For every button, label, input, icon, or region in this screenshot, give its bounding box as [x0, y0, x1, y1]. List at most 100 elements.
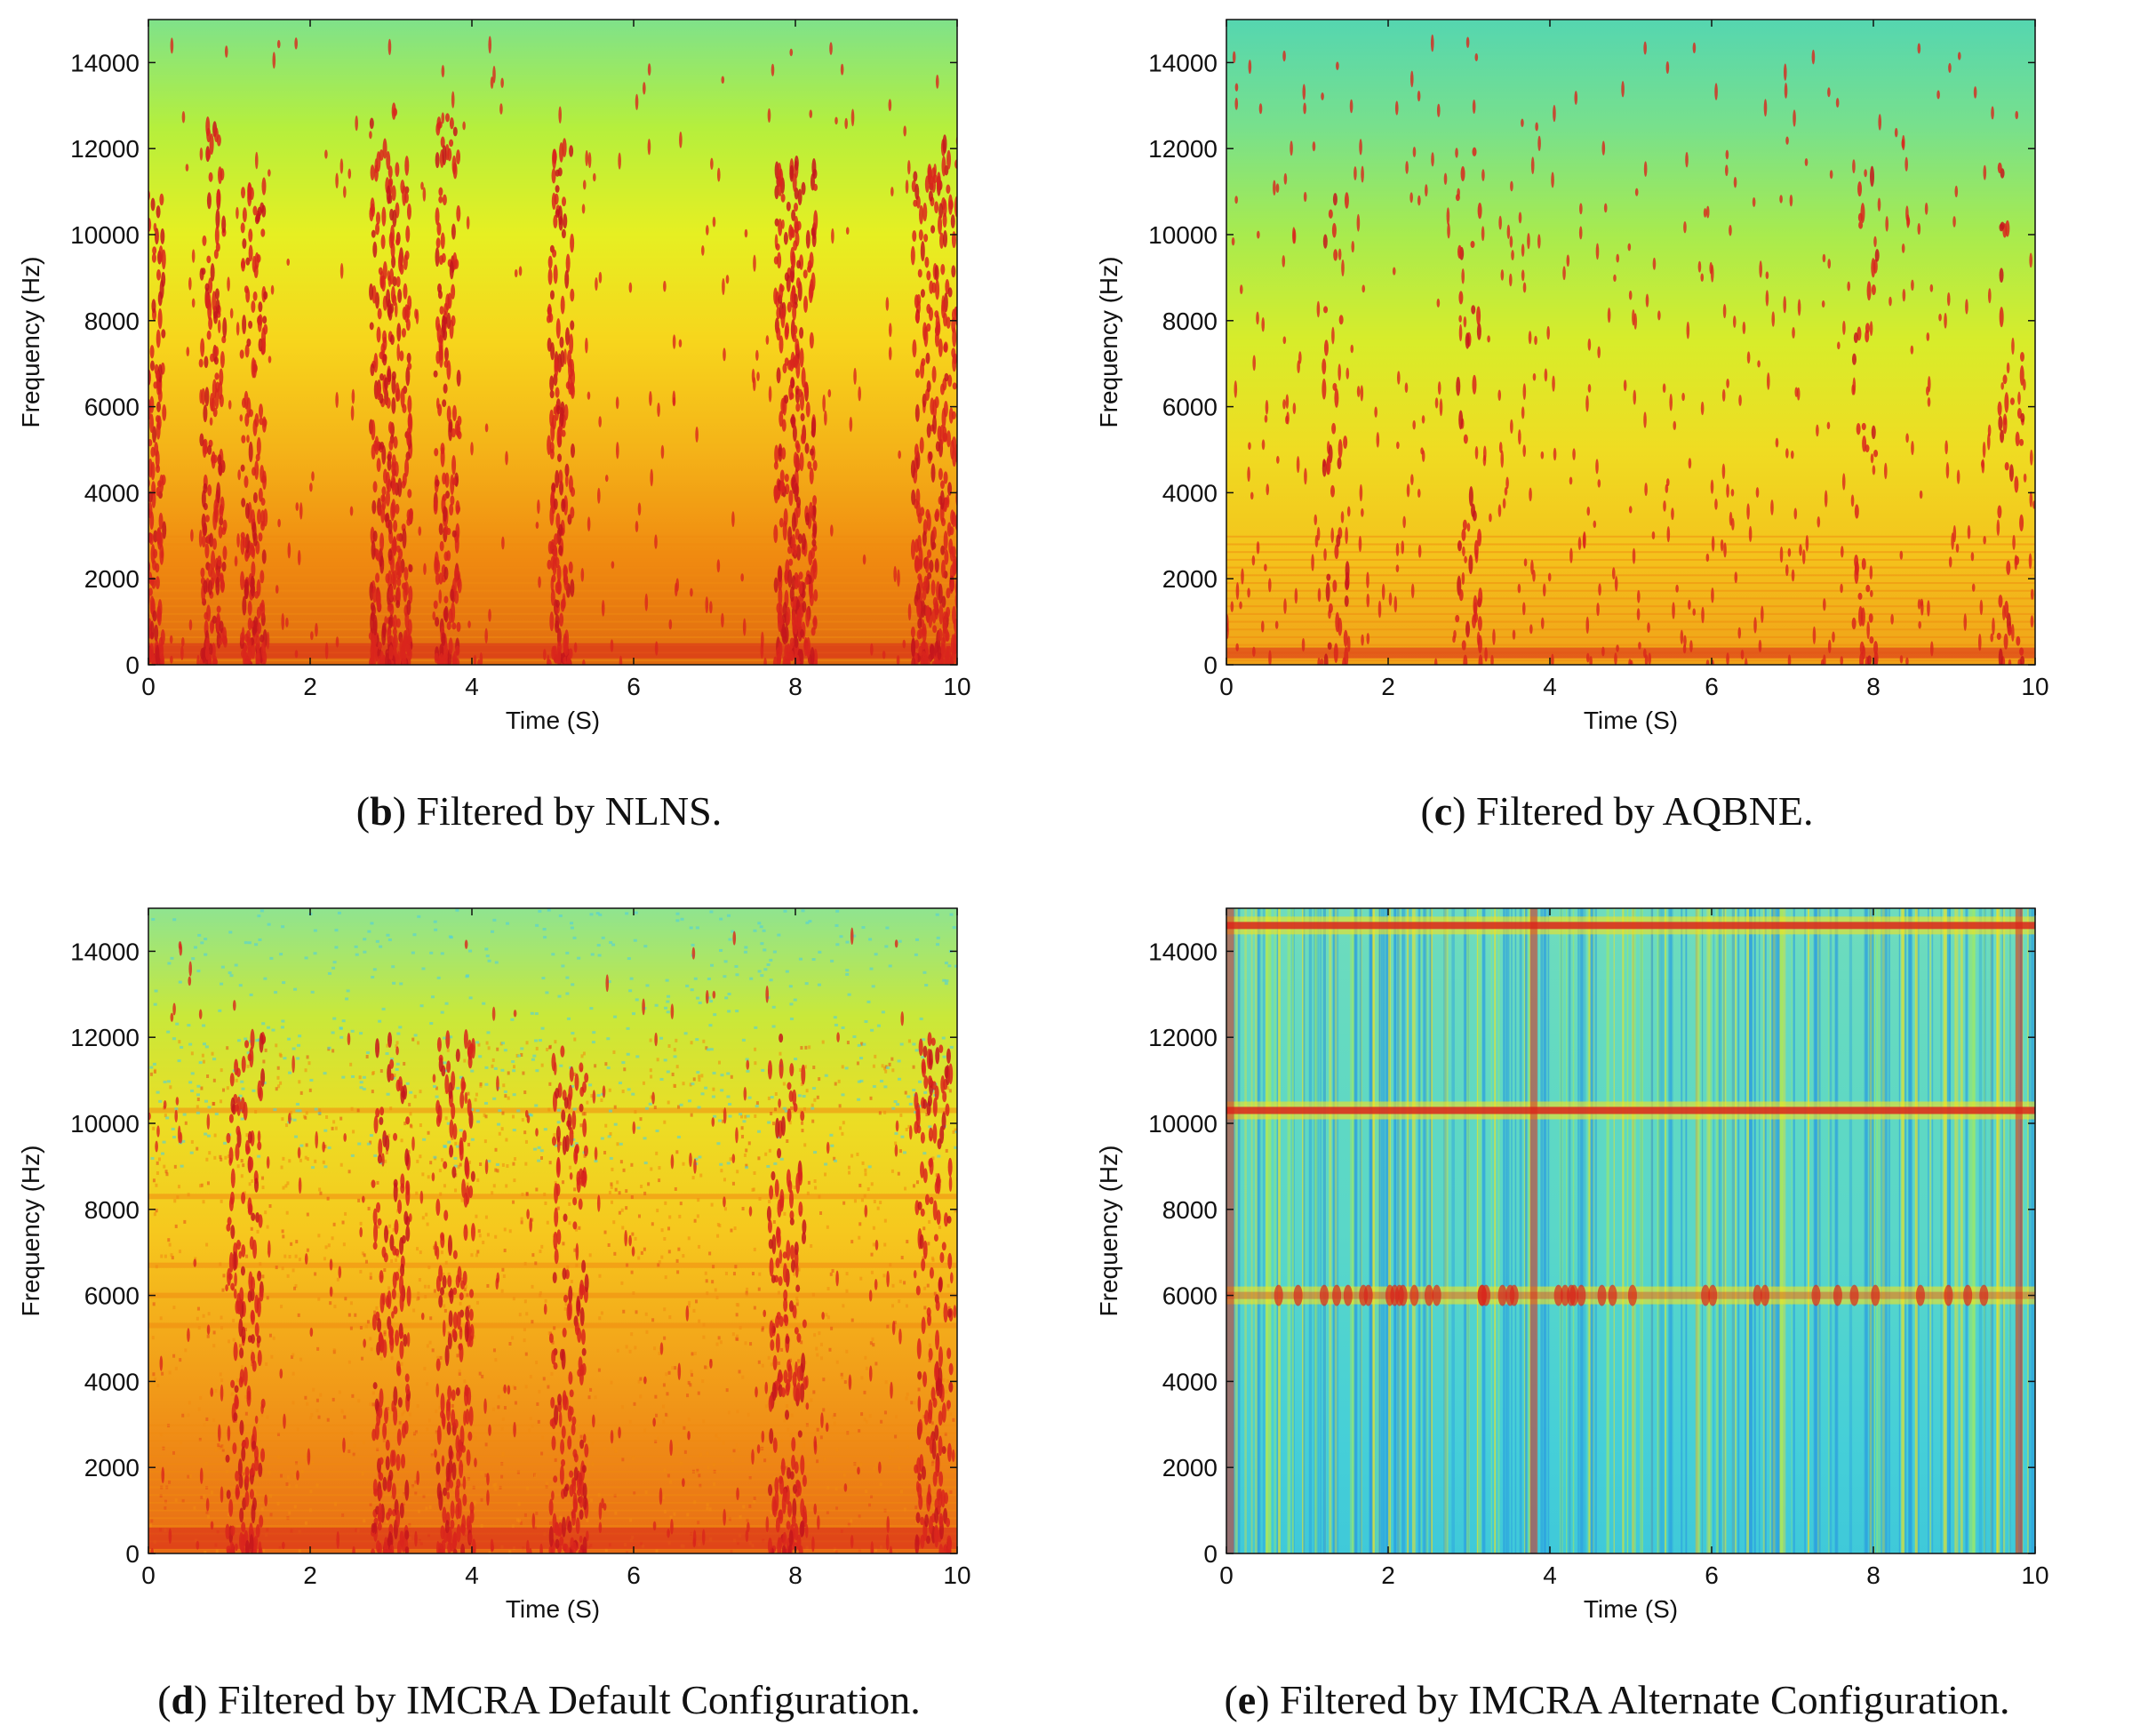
energy-speckle: [394, 301, 398, 318]
noise-speckle: [573, 1037, 577, 1042]
noise-speckle: [426, 1344, 429, 1348]
noise-speckle: [475, 1092, 478, 1097]
noise-speckle: [653, 1106, 657, 1110]
energy-speckle: [779, 1249, 783, 1264]
noise-speckle: [845, 1349, 849, 1354]
energy-speckle: [644, 593, 649, 611]
noise-speckle: [658, 1178, 661, 1183]
cool-speckle: [538, 1039, 542, 1042]
noise-speckle: [618, 1191, 621, 1195]
noise-speckle: [724, 1271, 728, 1275]
spectral-streak: [1698, 908, 1701, 1553]
noise-speckle: [553, 1132, 556, 1137]
cool-speckle: [676, 1135, 681, 1138]
cool-speckle: [547, 908, 551, 912]
low-ridge: [148, 1463, 957, 1465]
energy-speckle: [878, 1461, 882, 1474]
noise-speckle: [262, 1059, 266, 1064]
energy-speckle: [763, 658, 767, 665]
harmonic-band: [148, 1262, 957, 1268]
energy-speckle: [712, 216, 716, 228]
noise-speckle: [753, 1496, 756, 1500]
noise-speckle: [523, 1338, 526, 1343]
energy-speckle: [1443, 172, 1448, 185]
energy-speckle: [1755, 487, 1760, 499]
energy-speckle: [1952, 216, 1956, 228]
noise-speckle: [803, 1143, 807, 1147]
tonal-line: [1226, 916, 2035, 935]
noise-speckle: [898, 1279, 902, 1283]
y-tick-label: 14000: [1148, 49, 1218, 76]
energy-speckle: [233, 1288, 237, 1299]
noise-speckle: [329, 1301, 332, 1306]
noise-speckle: [789, 1434, 793, 1438]
noise-speckle: [923, 1306, 927, 1310]
noise-speckle: [503, 1406, 507, 1410]
noise-speckle: [523, 1261, 527, 1266]
cool-speckle: [156, 1090, 160, 1094]
noise-speckle: [411, 1484, 415, 1489]
noise-speckle: [653, 1346, 657, 1351]
noise-speckle: [483, 1139, 487, 1144]
panel-e: 0 2 4 6 8 10 0 2000 4000 6000 8000 10000 12000 14000 T…: [1078, 889, 2156, 1733]
tonal-speckle: [1293, 1284, 1303, 1306]
energy-speckle: [831, 228, 834, 244]
noise-speckle: [952, 1130, 955, 1134]
y-tick-label: 10000: [70, 221, 140, 249]
cool-speckle: [500, 1068, 505, 1072]
noise-speckle: [787, 1427, 790, 1432]
energy-speckle: [1792, 326, 1795, 339]
noise-speckle: [630, 1270, 634, 1274]
cool-speckle: [794, 1058, 798, 1061]
noise-speckle: [644, 1312, 648, 1316]
energy-speckle: [1522, 383, 1527, 401]
energy-speckle: [339, 262, 344, 279]
noise-speckle: [674, 1366, 677, 1370]
cool-speckle: [716, 1142, 721, 1146]
noise-speckle: [620, 1405, 624, 1410]
energy-speckle: [264, 1494, 268, 1506]
energy-speckle: [1409, 70, 1414, 88]
noise-speckle: [575, 1227, 579, 1232]
noise-speckle: [502, 1083, 506, 1088]
spectral-streak: [1640, 908, 1643, 1553]
noise-speckle: [570, 1280, 573, 1284]
energy-speckle: [543, 1303, 547, 1315]
energy-speckle: [1406, 483, 1410, 498]
energy-speckle: [1665, 483, 1669, 494]
noise-speckle: [156, 1170, 159, 1175]
noise-speckle: [930, 1256, 934, 1260]
noise-speckle: [358, 1075, 362, 1080]
energy-speckle: [893, 565, 897, 583]
energy-speckle: [507, 1385, 511, 1395]
energy-speckle: [1905, 433, 1909, 443]
noise-speckle: [847, 1522, 850, 1527]
energy-speckle: [1790, 450, 1794, 459]
noise-speckle: [755, 1101, 759, 1106]
cool-speckle: [197, 933, 202, 937]
spectral-streak: [1291, 908, 1294, 1553]
noise-speckle: [882, 1274, 886, 1278]
energy-speckle: [1234, 83, 1239, 92]
energy-speckle: [1804, 157, 1809, 167]
energy-speckle: [1791, 569, 1795, 582]
energy-speckle: [1401, 540, 1405, 555]
energy-speckle: [587, 516, 591, 531]
energy-speckle: [615, 396, 619, 410]
energy-speckle: [543, 649, 547, 660]
noise-speckle: [400, 1362, 403, 1366]
noise-speckle: [426, 1382, 429, 1386]
cool-speckle: [313, 929, 317, 932]
energy-speckle: [1317, 657, 1321, 665]
cool-speckle: [429, 1022, 434, 1026]
noise-speckle: [631, 1232, 635, 1236]
energy-speckle: [672, 334, 676, 349]
spectral-streak: [1303, 908, 1306, 1553]
noise-speckle: [232, 1318, 236, 1322]
noise-speckle: [842, 1201, 846, 1205]
noise-speckle: [507, 1071, 510, 1075]
noise-speckle: [932, 1505, 936, 1510]
noise-speckle: [689, 1383, 692, 1387]
energy-speckle: [643, 82, 646, 95]
spectral-streak: [1429, 908, 1433, 1553]
